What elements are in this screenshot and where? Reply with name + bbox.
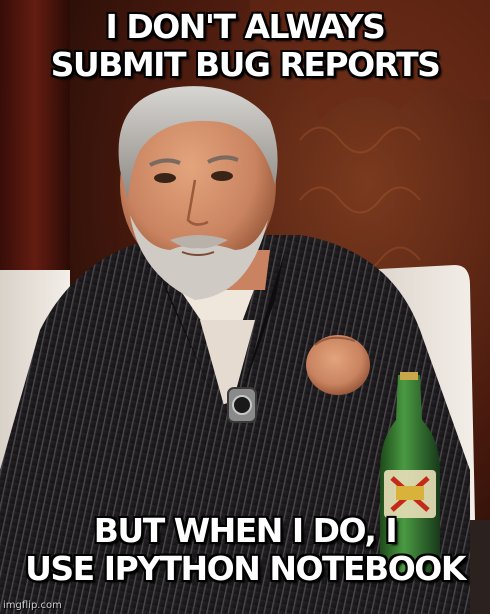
watermark: imgflip.com	[3, 600, 62, 611]
top-caption-line-2: SUBMIT BUG REPORTS	[50, 45, 441, 84]
bottom-caption: BUT WHEN I DO, I USE IPYTHON NOTEBOOK	[0, 512, 490, 588]
bottom-caption-line-1: BUT WHEN I DO, I	[93, 511, 398, 550]
top-caption-line-1: I DON'T ALWAYS	[105, 7, 386, 46]
top-caption: I DON'T ALWAYS SUBMIT BUG REPORTS	[0, 8, 490, 84]
bottom-caption-line-2: USE IPYTHON NOTEBOOK	[25, 549, 466, 588]
